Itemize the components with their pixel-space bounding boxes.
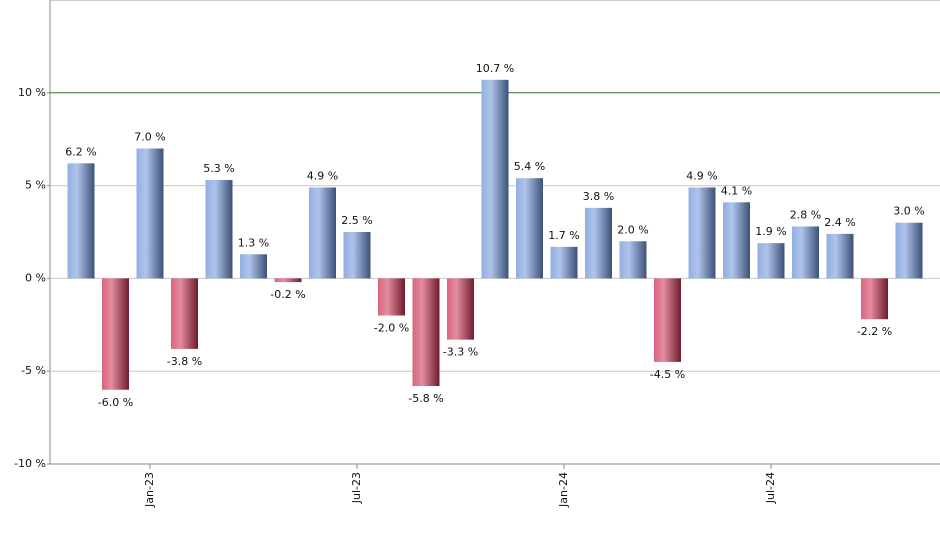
value-label: 5.3 %: [203, 162, 234, 175]
value-label: 4.9 %: [686, 169, 717, 182]
y-tick-label: -5 %: [21, 364, 46, 377]
value-label: 2.8 %: [790, 208, 821, 221]
bar: [895, 222, 923, 279]
value-label: 1.9 %: [755, 225, 786, 238]
bar: [102, 278, 129, 390]
value-label: 4.9 %: [307, 169, 338, 182]
value-label: 2.4 %: [824, 216, 855, 229]
value-label: 7.0 %: [134, 130, 165, 143]
value-label: -3.3 %: [443, 346, 478, 359]
bar: [688, 187, 716, 279]
bar: [274, 278, 302, 283]
value-label: 10.7 %: [476, 62, 514, 75]
value-label: -4.5 %: [650, 368, 685, 381]
x-tick-label: Jul-23: [350, 472, 363, 504]
value-label: 4.1 %: [721, 184, 752, 197]
value-label: 3.0 %: [893, 205, 924, 218]
bar: [516, 178, 543, 279]
value-label: -3.8 %: [167, 355, 202, 368]
bar: [585, 207, 612, 279]
value-label: 2.5 %: [341, 214, 372, 227]
value-label: -0.2 %: [270, 288, 305, 301]
value-label: -5.8 %: [408, 392, 443, 405]
x-tick-label: Jan-24: [557, 472, 570, 508]
value-label: 5.4 %: [514, 160, 545, 173]
y-tick-label: -10 %: [14, 457, 46, 470]
bar: [171, 278, 198, 349]
bar: [240, 254, 267, 279]
bar: [792, 226, 819, 279]
bar: [67, 163, 95, 279]
bar: [654, 278, 681, 362]
value-label: 3.8 %: [583, 190, 614, 203]
value-label: -6.0 %: [98, 396, 133, 409]
bar: [343, 232, 371, 279]
bar: [757, 243, 785, 279]
value-label: 1.3 %: [238, 236, 269, 249]
bar: [309, 187, 336, 279]
bar: [136, 148, 164, 279]
y-tick-label: 0 %: [25, 271, 46, 284]
bar: [826, 233, 854, 279]
bar: [412, 278, 440, 387]
value-label: 2.0 %: [617, 223, 648, 236]
x-tick-label: Jul-24: [764, 472, 777, 504]
value-label: -2.0 %: [374, 322, 409, 335]
bar: [723, 202, 750, 279]
bar: [861, 278, 888, 320]
bar: [619, 241, 647, 279]
bar: [378, 278, 405, 316]
y-tick-label: 10 %: [18, 86, 46, 99]
x-tick-label: Jan-23: [143, 472, 156, 508]
bar: [550, 246, 578, 279]
bar: [447, 278, 474, 340]
bar: [205, 180, 233, 279]
bar: [481, 79, 509, 279]
value-label: 1.7 %: [548, 229, 579, 242]
value-label: -2.2 %: [857, 325, 892, 338]
y-tick-label: 5 %: [25, 179, 46, 192]
value-label: 6.2 %: [65, 145, 96, 158]
